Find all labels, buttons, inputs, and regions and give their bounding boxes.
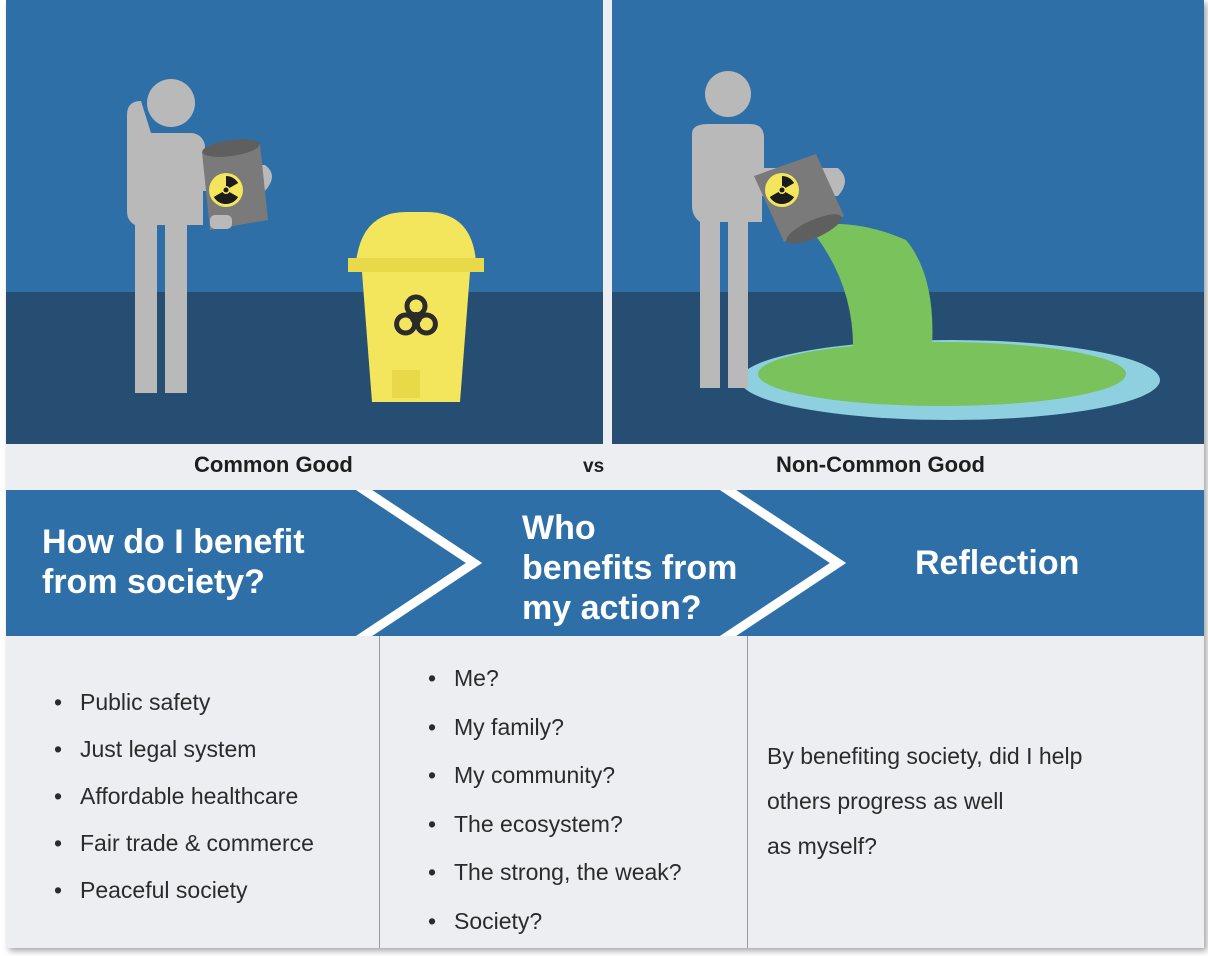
non-common-good-caption: Non-Common Good: [776, 452, 985, 477]
reflection-text: By benefiting society, did I help others…: [767, 734, 1197, 869]
column-divider: [747, 636, 748, 948]
versus-label: vs: [583, 456, 605, 477]
heading-line: from society?: [42, 563, 265, 601]
radioactive-canister: [754, 154, 844, 244]
list-item: Peaceful society: [50, 876, 314, 923]
benefits-list: Public safety Just legal system Affordab…: [50, 688, 314, 923]
radiation-icon: [209, 173, 243, 207]
column-divider: [379, 636, 380, 948]
process-band: [6, 490, 1204, 636]
beneficiaries-list: Me? My family? My community? The ecosyst…: [424, 664, 682, 955]
step-heading-benefit: How do I benefit from society?: [42, 522, 402, 602]
waste-bin-icon: [348, 212, 484, 402]
step-heading-who-benefits: Who benefits from my action?: [522, 508, 822, 628]
heading-line: my action?: [522, 589, 702, 627]
radioactive-canister: [202, 139, 268, 230]
list-item: My family?: [424, 713, 682, 762]
common-good-caption: Common Good: [194, 452, 353, 477]
spill-icon: [740, 223, 1160, 420]
radiation-icon: [765, 173, 799, 207]
scene-divider: [603, 0, 612, 444]
list-item: My community?: [424, 761, 682, 810]
list-item: Affordable healthcare: [50, 782, 314, 829]
floor-background: [6, 292, 603, 444]
list-item: The strong, the weak?: [424, 858, 682, 907]
list-item: Society?: [424, 907, 682, 956]
heading-line: How do I benefit: [42, 523, 305, 561]
reflection-line: others progress as well: [767, 788, 1004, 814]
heading-line: Who: [522, 509, 596, 547]
heading-line: Reflection: [915, 544, 1080, 582]
reflection-line: as myself?: [767, 833, 877, 859]
list-item: Just legal system: [50, 735, 314, 782]
non-common-good-scene: [612, 0, 1204, 444]
reflection-line: By benefiting society, did I help: [767, 743, 1083, 769]
list-item: Me?: [424, 664, 682, 713]
biohazard-icon: [394, 294, 438, 336]
heading-line: benefits from: [522, 549, 738, 587]
chevron-arrow: [355, 490, 483, 636]
chevron-arrow: [719, 490, 847, 636]
list-item: Public safety: [50, 688, 314, 735]
sky-background: [6, 0, 603, 292]
step-heading-reflection: Reflection: [915, 543, 1175, 583]
list-item: Fair trade & commerce: [50, 829, 314, 876]
common-good-scene: [6, 0, 603, 444]
list-item: The ecosystem?: [424, 810, 682, 859]
